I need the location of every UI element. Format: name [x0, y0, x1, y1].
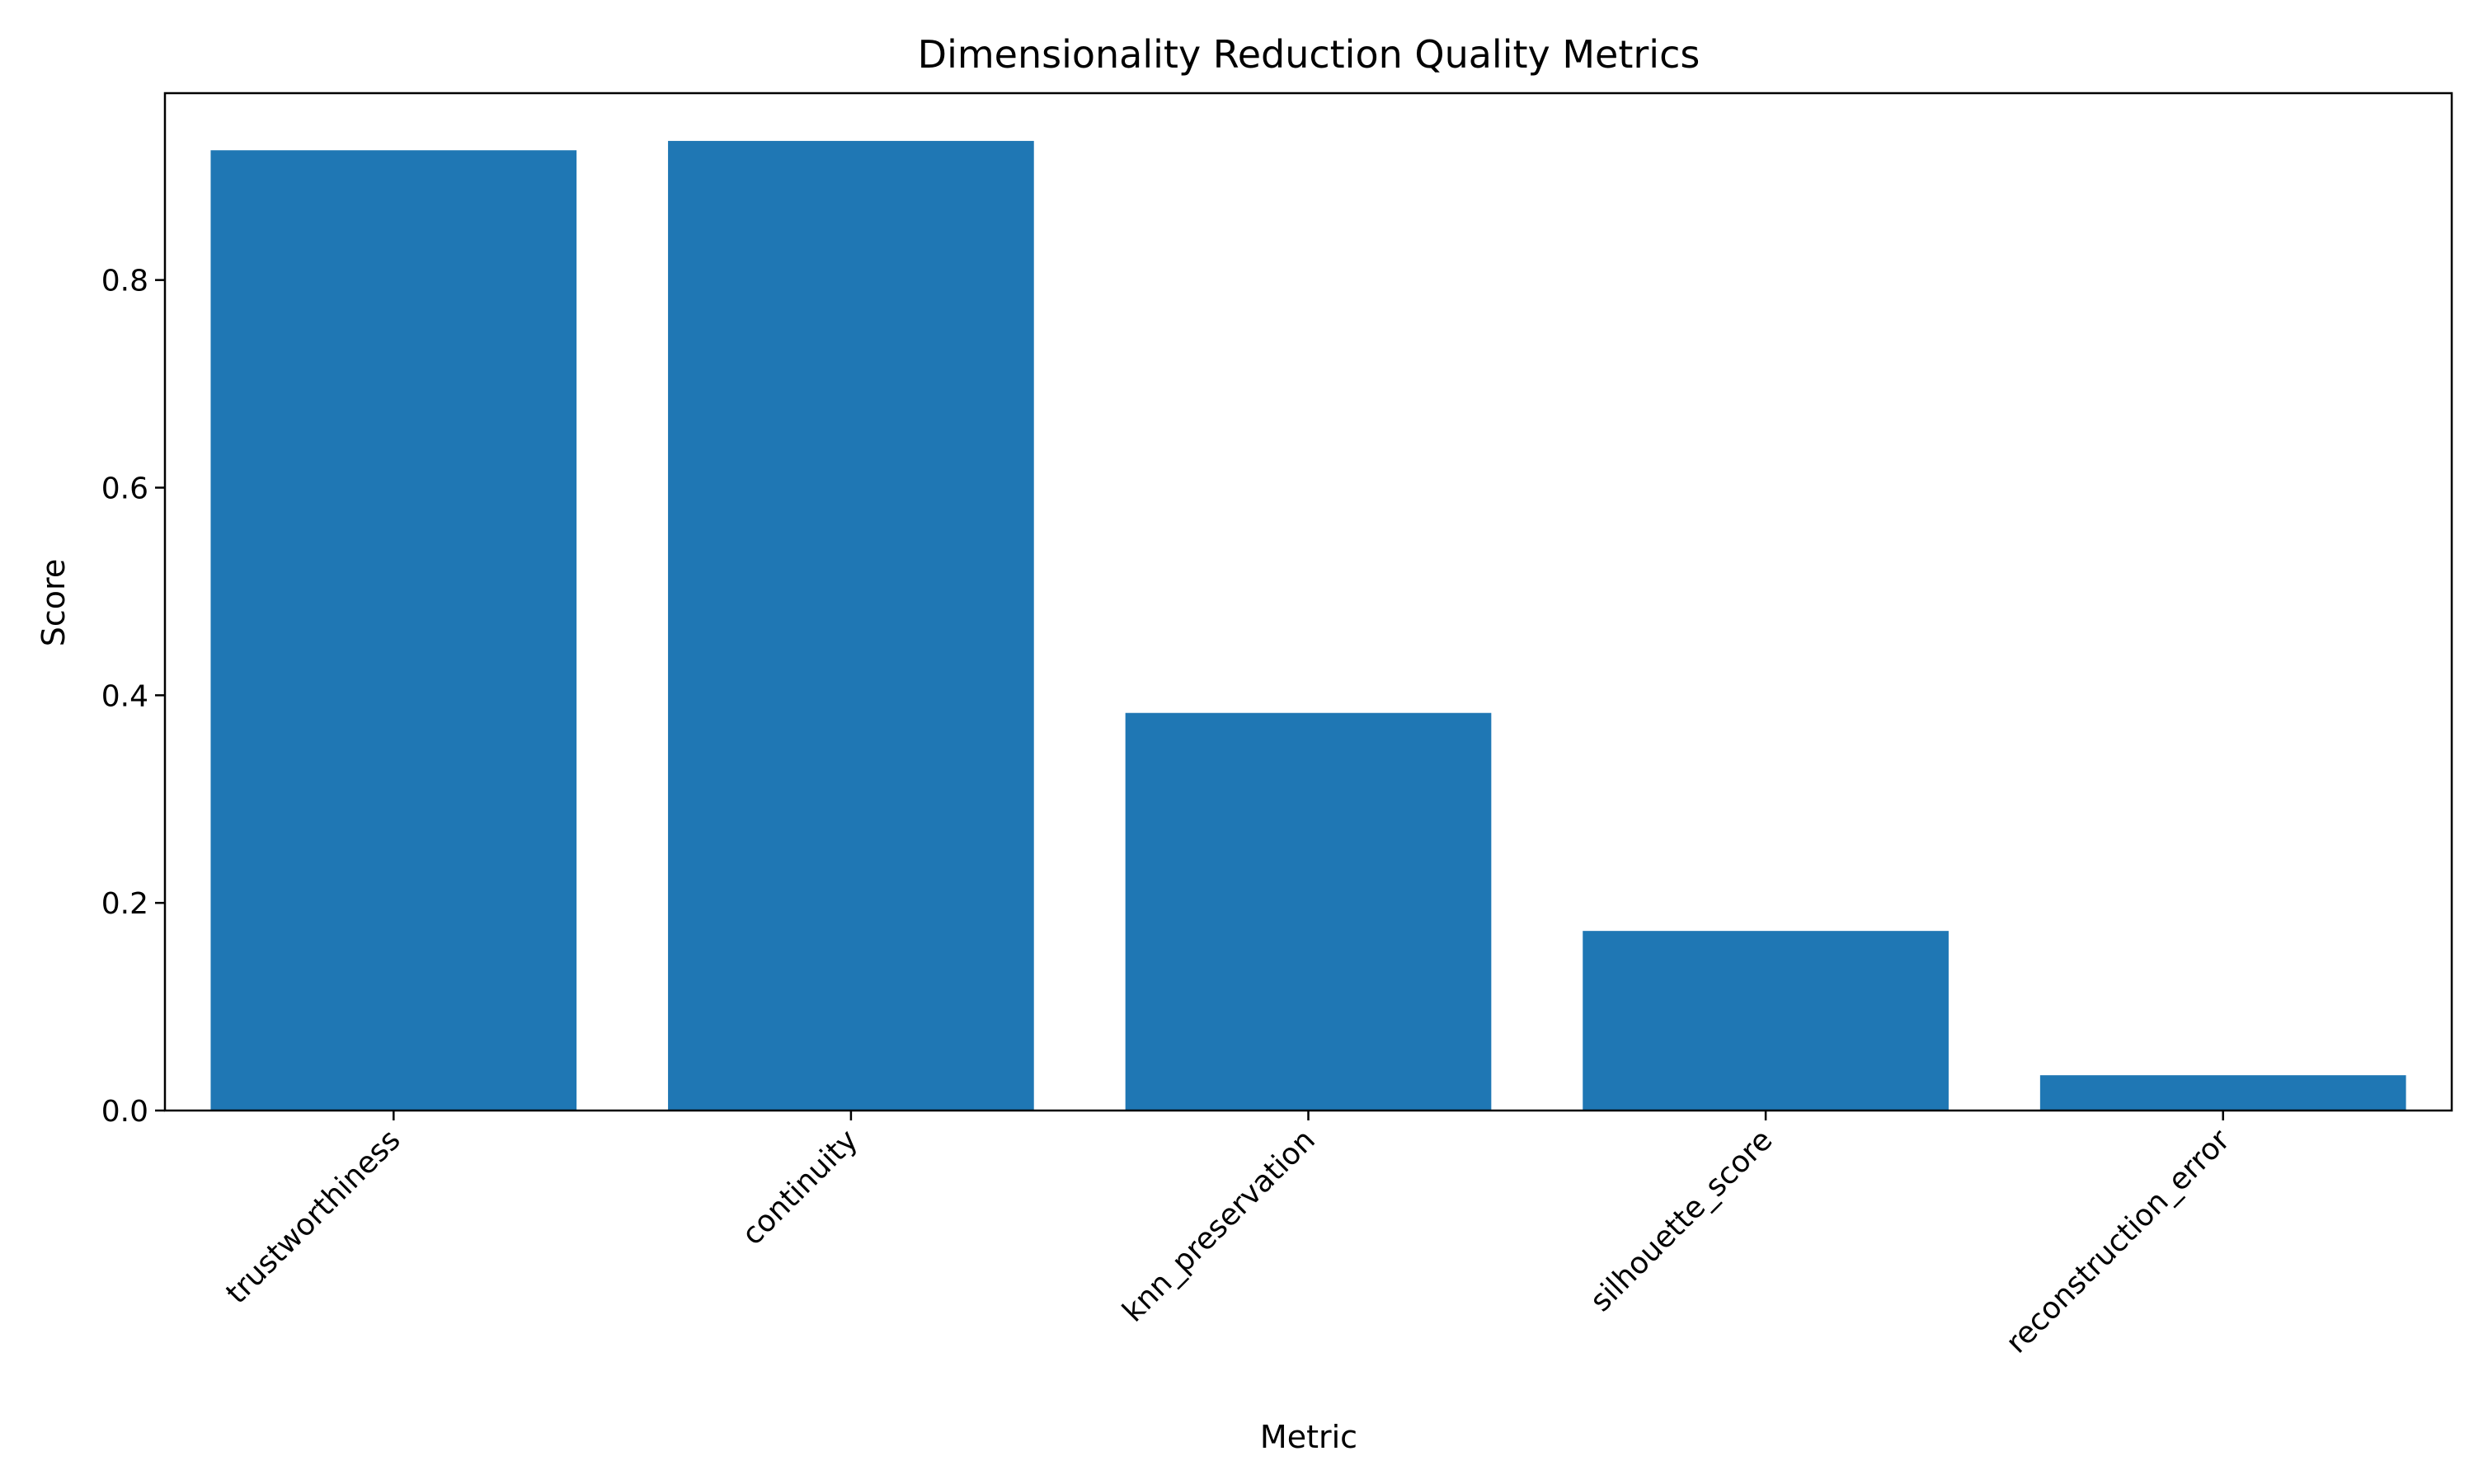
y-tick-label: 0.2 — [101, 887, 148, 921]
y-tick-label: 0.0 — [101, 1095, 148, 1129]
y-tick-label: 0.8 — [101, 265, 148, 298]
bar-trustworthiness — [210, 150, 577, 1111]
y-tick-label: 0.6 — [101, 472, 148, 505]
bar-continuity — [668, 140, 1034, 1111]
bar-knn-preservation — [1125, 712, 1492, 1111]
x-axis-label: Metric — [1260, 1419, 1357, 1455]
y-axis-label: Score — [35, 559, 72, 646]
y-tick-label: 0.4 — [101, 679, 148, 713]
bar-silhouette-score — [1583, 931, 1949, 1111]
chart-title: Dimensionality Reduction Quality Metrics — [918, 32, 1700, 77]
bar-reconstruction-error — [2039, 1075, 2406, 1111]
